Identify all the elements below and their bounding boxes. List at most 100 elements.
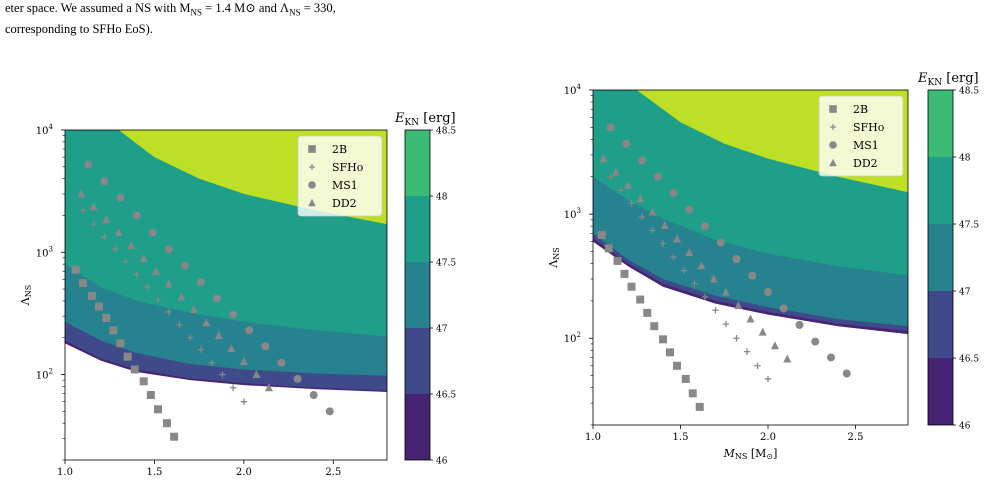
marker-dd2-0 [77,189,86,198]
marker-dd2-2 [102,215,111,224]
marker-ms1-2 [116,193,125,202]
legend-marker-2b [308,145,316,153]
colorbar-segment [405,196,430,262]
marker-sfho-2 [101,233,108,241]
marker-ms1-4 [669,188,678,197]
legend-marker-2b [829,105,837,113]
marker-ms1-8 [213,294,222,303]
marker-ms1-11 [779,304,788,313]
marker-ms1-4 [148,228,157,237]
marker-dd2-4 [127,241,136,250]
marker-sfho-9 [176,321,183,329]
marker-2b-1 [78,279,87,288]
marker-dd2-8 [697,261,706,270]
colorbar-segment [405,328,430,394]
marker-ms1-14 [309,391,318,400]
marker-dd2-11 [214,331,223,340]
marker-2b-11 [154,405,163,414]
marker-ms1-1 [100,177,109,186]
marker-ms1-0 [606,123,615,132]
colorbar-segment [928,224,953,291]
plot-frame [592,89,909,426]
marker-ms1-1 [622,139,631,148]
marker-sfho-14 [229,384,237,391]
x-tick-label: 2.0 [236,467,252,478]
marker-2b-0 [71,265,80,274]
marker-ms1-9 [748,271,757,280]
marker-2b-3 [620,269,629,278]
colorbar-tick-label: 46.5 [959,355,979,365]
marker-2b-4 [627,282,636,291]
x-tick-label: 1.0 [585,432,601,443]
series-sfho [607,173,772,383]
marker-ms1-12 [795,320,804,329]
marker-dd2-6 [673,234,681,243]
marker-ms1-6 [180,261,189,270]
y-axis-label: ΛNS [19,285,33,306]
marker-2b-13 [695,402,704,411]
marker-sfho-5 [133,271,140,278]
marker-dd2-7 [164,279,173,288]
marker-dd2-9 [709,274,718,283]
marker-ms1-10 [245,326,254,335]
marker-2b-13 [170,432,179,441]
colorbar-segment [405,394,430,460]
marker-dd2-7 [685,248,694,257]
marker-sfho-1 [90,220,97,228]
marker-2b-12 [162,419,171,428]
marker-sfho-3 [111,245,119,253]
marker-sfho-8 [691,280,698,287]
series-ms1 [606,123,851,378]
marker-dd2-14 [771,341,779,350]
marker-sfho-1 [617,186,625,194]
colorbar-tick-label: 46.5 [436,391,456,401]
marker-2b-10 [146,391,155,400]
marker-2b-1 [604,244,613,253]
colorbar-segment [928,157,953,224]
x-axis-label: MNS [M⊙] [723,447,778,461]
marker-2b-2 [613,256,622,265]
legend-marker-dd2 [308,198,316,207]
marker-sfho-11 [722,320,730,328]
y-tick-label: 103 [36,245,53,259]
colorbar-tick-label: 47 [436,325,448,335]
marker-dd2-6 [152,266,161,275]
marker-2b-10 [673,361,681,370]
legend-label-dd2: DD2 [853,157,878,170]
marker-2b-8 [130,365,139,374]
marker-ms1-8 [732,254,741,263]
colorbar-label: EKN [erg] [394,111,456,128]
colorbar-tick-label: 48.5 [436,127,456,137]
marker-dd2-10 [202,318,211,327]
y-tick-label: 102 [36,368,53,382]
caption-line-2: corresponding to SFHo EoS). [5,21,153,36]
marker-2b-6 [643,308,652,317]
legend-label-ms1: MS1 [332,179,358,192]
caption-line-1: eter space. We assumed a NS with MNS = 1… [5,1,336,18]
x-tick-label: 1.5 [146,467,162,478]
colorbar-label: EKN [erg] [917,71,979,88]
marker-ms1-11 [261,342,270,351]
legend-label-dd2: DD2 [332,197,357,210]
legend-marker-dd2 [829,158,837,167]
marker-2b-7 [650,322,659,331]
series-dd2 [599,154,792,363]
marker-ms1-6 [701,222,709,231]
marker-ms1-13 [293,374,302,383]
colorbar-tick-label: 48.5 [959,87,979,97]
legend-label-2b: 2B [332,143,347,156]
colorbar-tick-label: 47.5 [959,221,979,231]
marker-ms1-3 [653,172,662,181]
marker-sfho-4 [649,227,656,234]
marker-sfho-10 [187,334,194,341]
marker-2b-6 [116,339,125,348]
marker-2b-9 [139,377,148,386]
marker-dd2-1 [611,167,620,176]
marker-dd2-15 [264,383,273,392]
marker-dd2-15 [783,354,792,363]
marker-2b-11 [681,374,690,383]
marker-ms1-15 [842,369,851,378]
colorbar-segment [928,90,953,157]
marker-ms1-5 [685,205,694,214]
right-chart: 1.0 1.5 2.0 2.5 102 103 104 ΛNS MNS [M⊙] 2B SFHo MS… [547,71,979,461]
